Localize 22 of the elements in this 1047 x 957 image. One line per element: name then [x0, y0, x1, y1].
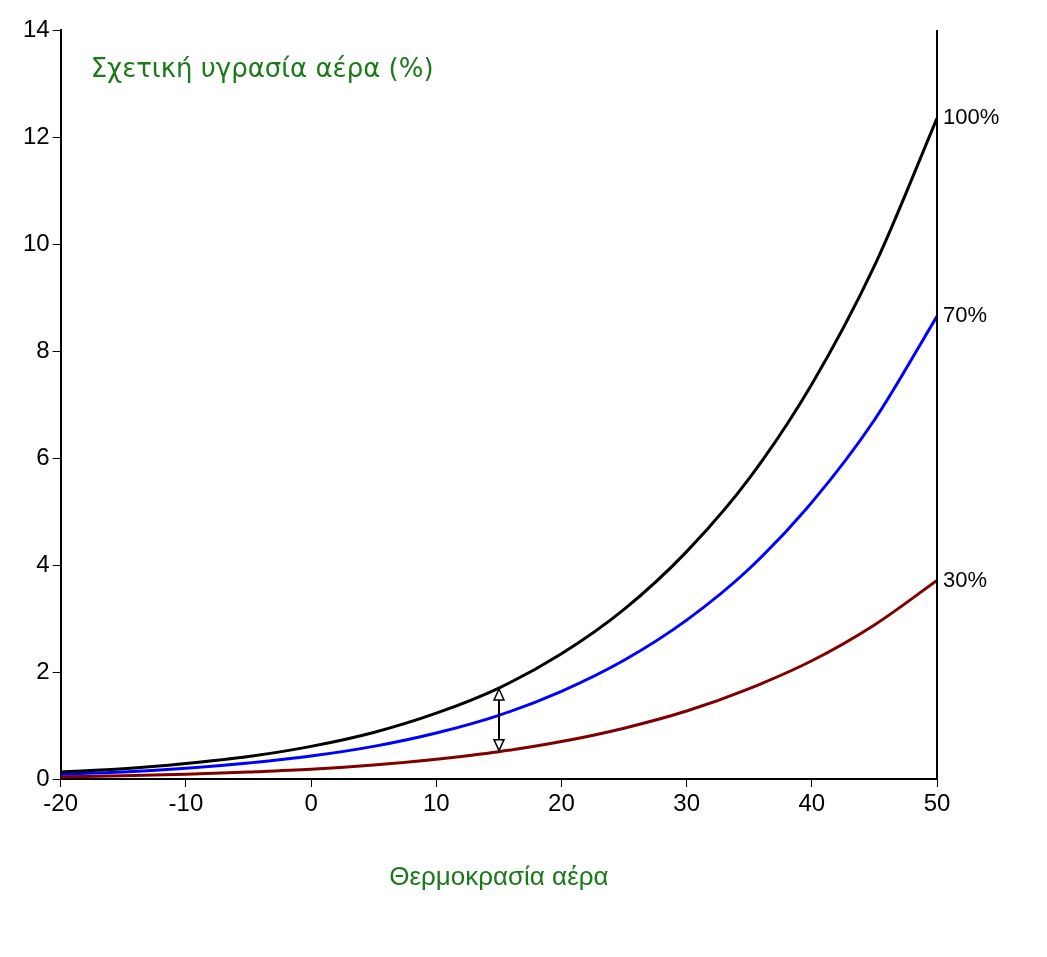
y-tick-label: 8 — [36, 335, 50, 363]
series-label: 70% — [943, 302, 988, 328]
x-tick-label: 10 — [422, 789, 450, 817]
x-tick-label: 0 — [304, 789, 318, 817]
line-series — [60, 314, 937, 776]
y-tick-label: 10 — [22, 228, 50, 256]
x-tick-label: 40 — [798, 789, 826, 817]
series-label: 30% — [943, 566, 988, 592]
y-tick-label: 0 — [36, 763, 50, 791]
x-tick-label: 30 — [673, 789, 700, 817]
x-tick-label: -10 — [168, 789, 204, 817]
x-tick-label: 50 — [923, 789, 951, 817]
annotation: Σχετική υγρασία αέρα (%) — [90, 52, 434, 83]
y-tick-label: 4 — [36, 549, 50, 577]
y-tick-label: 2 — [36, 656, 50, 684]
series-label: 100% — [943, 104, 1000, 130]
x-tick-label: 20 — [548, 789, 575, 817]
x-tick-label: -20 — [43, 789, 79, 817]
y-tick-label: 6 — [36, 442, 50, 470]
y-tick-label: 12 — [22, 121, 50, 149]
x-axis-title: Θερμοκρασία αέρα — [389, 860, 609, 891]
y-tick-label: 14 — [22, 14, 50, 42]
